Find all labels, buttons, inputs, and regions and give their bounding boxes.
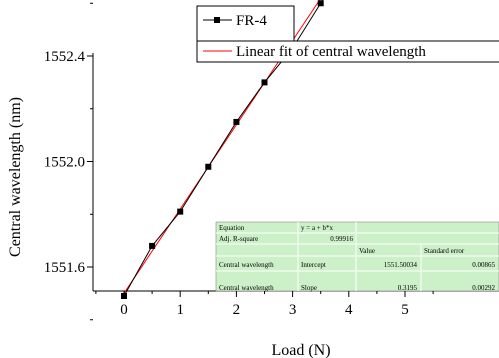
data-point (233, 118, 240, 125)
legend-fr4-marker (214, 17, 220, 23)
fit-table-row-param: Intercept (301, 261, 326, 269)
fit-table-stderr-header: Standard error (424, 247, 465, 255)
legend-box-top (196, 5, 295, 42)
fit-table-row-stderr: 0.00292 (472, 284, 495, 292)
y-tick-label: 1551.6 (44, 260, 86, 276)
legend: FR-4 Linear fit of central wavelength (196, 5, 499, 63)
fit-table-row-stderr: 0.00865 (472, 261, 495, 269)
x-axis-title: Load (N) (271, 342, 330, 358)
fit-table: Equation y = a + b*x Adj. R-square 0.99916 V… (215, 221, 499, 292)
fit-table-equation-value: y = a + b*x (301, 224, 334, 232)
x-tick-label: 1 (176, 302, 184, 318)
legend-fit-label: Linear fit of central wavelength (236, 44, 426, 60)
fit-table-row-name: Central wavelength (219, 284, 274, 292)
fit-table-row-value: 1551.50034 (384, 261, 418, 269)
fit-table-r2-label: Adj. R-square (219, 235, 258, 243)
x-tick-label: 2 (233, 302, 241, 318)
data-point (317, 0, 324, 7)
y-tick-label: 1552.0 (44, 155, 85, 171)
legend-border (196, 41, 499, 63)
fit-table-row-value: 0.3195 (398, 284, 418, 292)
legend-fr4-label: FR-4 (236, 13, 267, 29)
y-tick-label: 1552.4 (44, 49, 86, 65)
x-tick-label: 3 (289, 302, 297, 318)
x-tick-label: 5 (401, 302, 409, 318)
data-point (149, 242, 156, 249)
fit-table-r2-value: 0.99916 (330, 235, 353, 243)
fit-table-equation-label: Equation (219, 224, 245, 232)
y-axis-title: Central wavelength (nm) (7, 97, 24, 257)
x-tick-label: 4 (345, 302, 353, 318)
data-point (177, 208, 184, 215)
fit-table-row-param: Slope (301, 284, 317, 292)
legend-bg (197, 41, 499, 62)
data-point (205, 163, 212, 170)
fit-table-row-name: Central wavelength (219, 261, 274, 269)
fit-table-value-header: Value (359, 247, 375, 255)
x-tick-label: 0 (120, 302, 128, 318)
data-point (261, 79, 268, 86)
